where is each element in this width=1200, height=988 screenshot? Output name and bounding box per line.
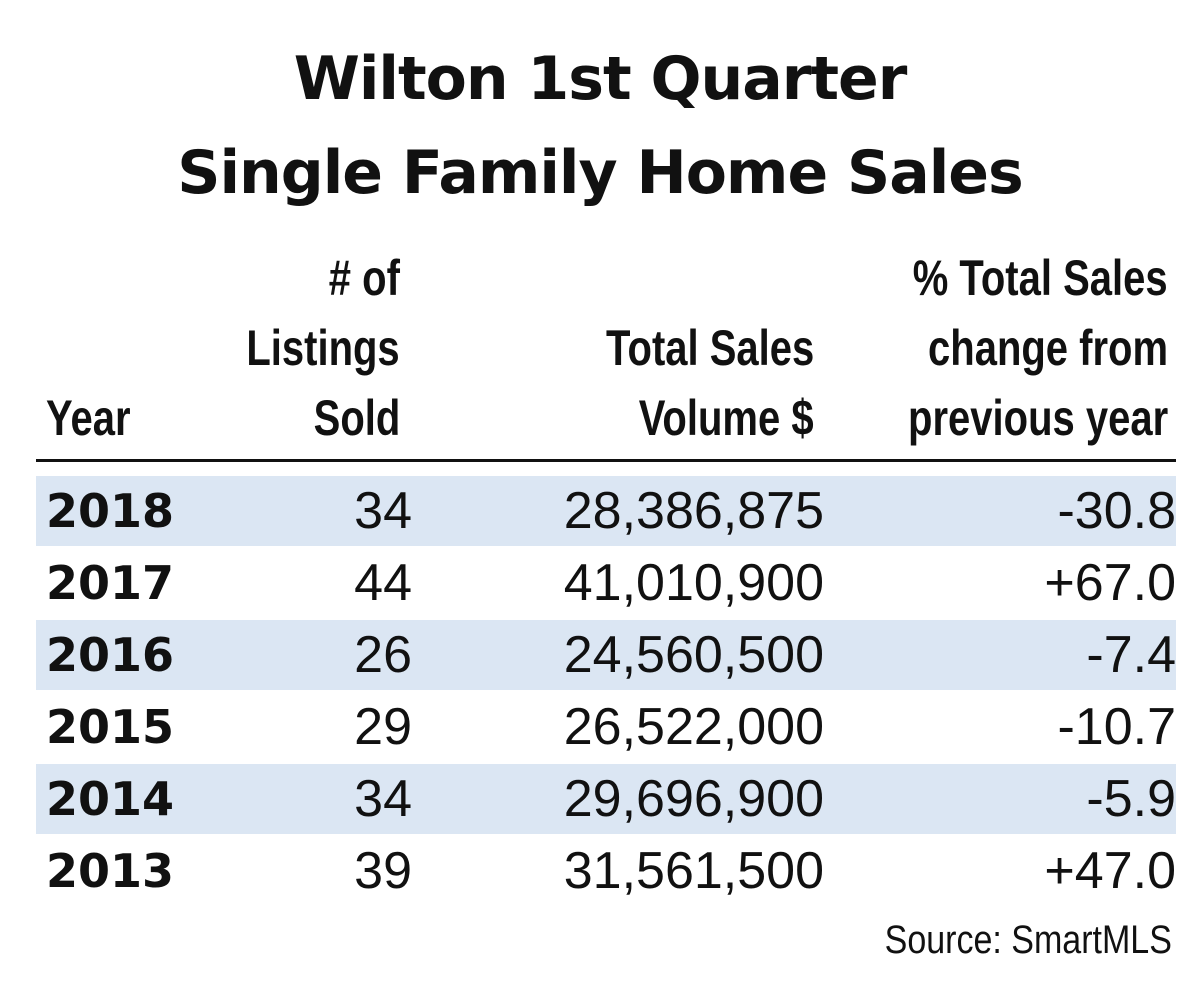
cell-volume: 26,522,000: [563, 698, 824, 756]
cell-volume: 28,386,875: [563, 482, 824, 540]
cell-volume: 24,560,500: [563, 626, 824, 684]
cell-year: 2016: [46, 628, 175, 682]
cell-change: +47.0: [1044, 842, 1176, 900]
header-year: Year: [46, 390, 131, 446]
cell-listings: 34: [354, 482, 412, 540]
header-change-line-2: change from: [927, 320, 1168, 376]
cell-volume: 29,696,900: [563, 770, 824, 828]
cell-listings: 26: [354, 626, 412, 684]
cell-year: 2015: [46, 700, 175, 754]
cell-year: 2013: [46, 844, 175, 898]
cell-change: -7.4: [1086, 626, 1176, 684]
cell-year: 2018: [46, 484, 175, 538]
header-listings-line-3: Sold: [313, 390, 400, 446]
cell-volume: 31,561,500: [563, 842, 824, 900]
header-listings-line-2: Listings: [246, 320, 400, 376]
cell-change: -30.8: [1057, 482, 1176, 540]
table-row: 2018 34 28,386,875 -30.8: [36, 476, 1176, 546]
header-volume-line-1: Total Sales: [605, 320, 814, 376]
header-rule: [36, 459, 1176, 462]
cell-listings: 34: [354, 770, 412, 828]
header-listings-line-1: # of: [328, 250, 400, 306]
cell-change: +67.0: [1044, 554, 1176, 612]
table-row: 2014 34 29,696,900 -5.9: [36, 764, 1176, 834]
header-change-line-1: % Total Sales: [913, 250, 1168, 306]
cell-listings: 29: [354, 698, 412, 756]
cell-year: 2014: [46, 772, 175, 826]
table-row: 2016 26 24,560,500 -7.4: [36, 620, 1176, 690]
cell-volume: 41,010,900: [563, 554, 824, 612]
table-row: 2015 29 26,522,000 -10.7: [36, 692, 1176, 762]
title-line-1: Wilton 1st Quarter: [293, 44, 908, 114]
title-line-2: Single Family Home Sales: [177, 138, 1023, 208]
cell-listings: 44: [354, 554, 412, 612]
cell-change: -10.7: [1057, 698, 1176, 756]
cell-year: 2017: [46, 556, 175, 610]
header-volume-line-2: Volume $: [639, 390, 814, 446]
source-note: Source: SmartMLS: [884, 918, 1172, 962]
header-change-line-3: previous year: [907, 390, 1168, 446]
table-row: 2013 39 31,561,500 +47.0: [36, 836, 1176, 906]
table-row: 2017 44 41,010,900 +67.0: [36, 548, 1176, 618]
cell-change: -5.9: [1086, 770, 1176, 828]
cell-listings: 39: [354, 842, 412, 900]
